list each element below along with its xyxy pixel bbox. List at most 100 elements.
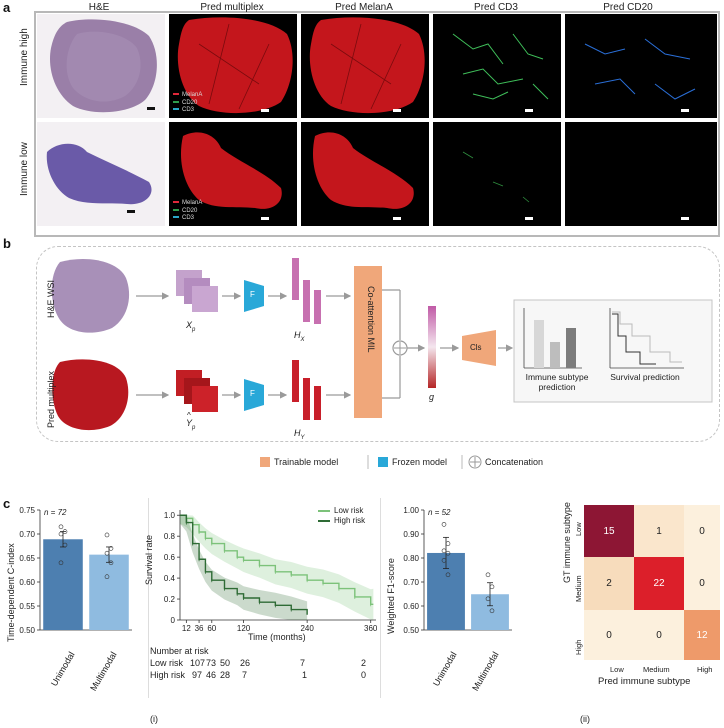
f1-tick-label: 0.60 — [403, 602, 419, 611]
risk-low-v0: 107 — [190, 658, 206, 668]
cindex-tick-label: 0.50 — [19, 626, 35, 635]
hy-label: HY — [294, 428, 305, 441]
cm-ylabel: GT immune subtype — [562, 502, 572, 583]
legend-swatch-trainable — [260, 457, 270, 467]
risk-row-high-label: High risk — [150, 670, 186, 680]
cindex-tick-label: 0.60 — [19, 578, 35, 587]
km-legend-high: High risk — [318, 516, 365, 525]
panel-b-label: b — [3, 236, 11, 251]
legend-cd3: CD3 — [173, 107, 202, 115]
cindex-tick-label: 0.75 — [19, 506, 35, 515]
km-y-tick-label: 0.8 — [164, 532, 176, 541]
he-features — [292, 258, 321, 324]
tile-melana-high — [301, 14, 429, 118]
xp-label: Xp — [186, 320, 196, 333]
km-x-tick-label: 60 — [207, 624, 216, 633]
cm-xlabel: Pred immune subtype — [598, 676, 691, 687]
cm-cell: 0 — [684, 505, 720, 557]
tile-multiplex-low: MelanA CD20 CD3 — [169, 122, 297, 226]
scale-bar — [393, 217, 401, 220]
col-title-pred-cd20: Pred CD20 — [603, 2, 653, 13]
cindex-bar — [43, 539, 83, 630]
scale-bar — [681, 109, 689, 112]
col-title-pred-cd3: Pred CD3 — [474, 2, 518, 13]
km-y-tick-label: 0.2 — [164, 595, 176, 604]
multiplex-legend-high: MelanA CD20 CD3 — [173, 92, 202, 115]
risk-high-v0: 97 — [192, 670, 203, 680]
risk-low-v5: 2 — [361, 658, 367, 668]
legend-frozen-label: Frozen model — [392, 457, 448, 467]
sub-label-i: (i) — [150, 714, 158, 724]
f1-point — [441, 548, 447, 554]
risk-high-v5: 0 — [361, 670, 367, 680]
km-y-tick-label: 1.0 — [164, 511, 176, 520]
cm-col-medium: Medium — [643, 665, 670, 674]
risk-high-v4: 1 — [302, 670, 308, 680]
cd20-signal-high — [584, 38, 696, 100]
f1-tick-label: 1.00 — [403, 506, 419, 515]
legend-concat-label: Concatenation — [485, 457, 544, 467]
km-xlabel: Time (months) — [248, 632, 306, 642]
scale-bar — [147, 107, 155, 110]
out-subtype-label: Immune subtype prediction — [525, 372, 589, 392]
cm-row-high: High — [574, 639, 583, 655]
cm-row-low: Low — [574, 522, 583, 536]
yp-label: Yp ^ — [186, 411, 196, 431]
cm-cell: 0 — [584, 610, 634, 660]
output-box — [513, 299, 713, 403]
f1-tick-label: 0.80 — [403, 554, 419, 563]
multiplex-tissue-low — [180, 132, 282, 209]
scale-bar — [261, 109, 269, 112]
km-ylabel: Survival rate — [144, 534, 154, 585]
multiplex-tissue-high — [177, 17, 293, 114]
hx-label: HX — [294, 330, 305, 343]
multiplex-legend-low: MelanA CD20 CD3 — [173, 200, 202, 223]
risk-table-title: Number at risk — [150, 646, 209, 656]
risk-low-v3: 26 — [240, 658, 251, 668]
f1-point — [485, 572, 491, 578]
km-legend-low: Low risk — [318, 506, 363, 515]
panel-a-label: a — [3, 0, 11, 15]
cindex-point — [58, 560, 64, 566]
f1-tick-label: 0.70 — [403, 578, 419, 587]
legend-swatch-frozen — [378, 457, 388, 467]
cindex-n-label: n = 72 — [44, 508, 67, 517]
f1-tick-label: 0.90 — [403, 530, 419, 539]
tile-he-low — [37, 122, 165, 226]
he-tissue-low — [46, 143, 152, 205]
legend-concat-symbol — [468, 455, 482, 469]
cd3-signal-high — [452, 33, 549, 100]
f1-point — [445, 541, 451, 546]
km-curve-low-risk — [180, 514, 374, 605]
cm-col-high: High — [697, 665, 713, 674]
he-wsi-thumbnail — [51, 258, 130, 333]
f1-point — [489, 608, 495, 614]
risk-low-v2: 50 — [220, 658, 231, 668]
km-x-tick-label: 240 — [300, 624, 314, 633]
scale-bar — [525, 109, 533, 112]
pipeline-diagram — [51, 258, 713, 469]
f-label-he: F — [250, 290, 255, 299]
he-patches — [176, 270, 218, 312]
frozen-encoder-multiplex — [244, 379, 264, 411]
risk-low-v4: 7 — [300, 658, 306, 668]
scale-bar — [127, 210, 135, 213]
multiplex-patches — [176, 370, 218, 412]
f1-point — [445, 572, 451, 578]
melana-tissue-high — [309, 17, 425, 114]
f1-point — [441, 558, 447, 563]
km-y-tick-label: 0.4 — [164, 574, 176, 583]
tile-he-high — [37, 14, 165, 118]
cm-cell: 15 — [584, 505, 634, 557]
risk-row-low-label: Low risk — [150, 658, 184, 668]
km-y-tick-label: 0.6 — [164, 553, 176, 562]
cls-label: Cls — [470, 343, 482, 352]
multiplex-wsi-thumbnail — [52, 359, 129, 431]
cls-head — [462, 330, 496, 366]
g-label: g — [429, 392, 435, 402]
cm-row-medium: Medium — [574, 575, 583, 602]
km-x-tick-label: 360 — [364, 624, 378, 633]
tile-multiplex-high: MelanA CD20 CD3 — [169, 14, 297, 118]
f1-point — [445, 550, 451, 556]
